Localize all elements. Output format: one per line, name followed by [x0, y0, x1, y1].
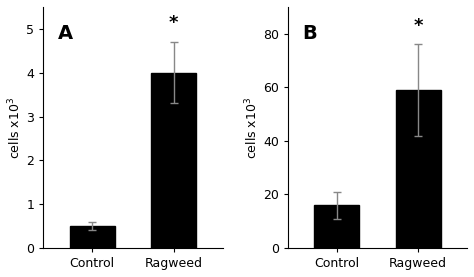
Bar [314, 205, 359, 248]
Text: *: * [413, 17, 423, 35]
Text: B: B [302, 24, 317, 43]
Y-axis label: cells x10$^{3}$: cells x10$^{3}$ [7, 96, 24, 159]
Bar [151, 73, 196, 248]
Y-axis label: cells x10$^{3}$: cells x10$^{3}$ [244, 96, 260, 159]
Text: A: A [58, 24, 73, 43]
Text: *: * [169, 14, 178, 32]
Bar [70, 226, 115, 248]
Bar [396, 90, 440, 248]
